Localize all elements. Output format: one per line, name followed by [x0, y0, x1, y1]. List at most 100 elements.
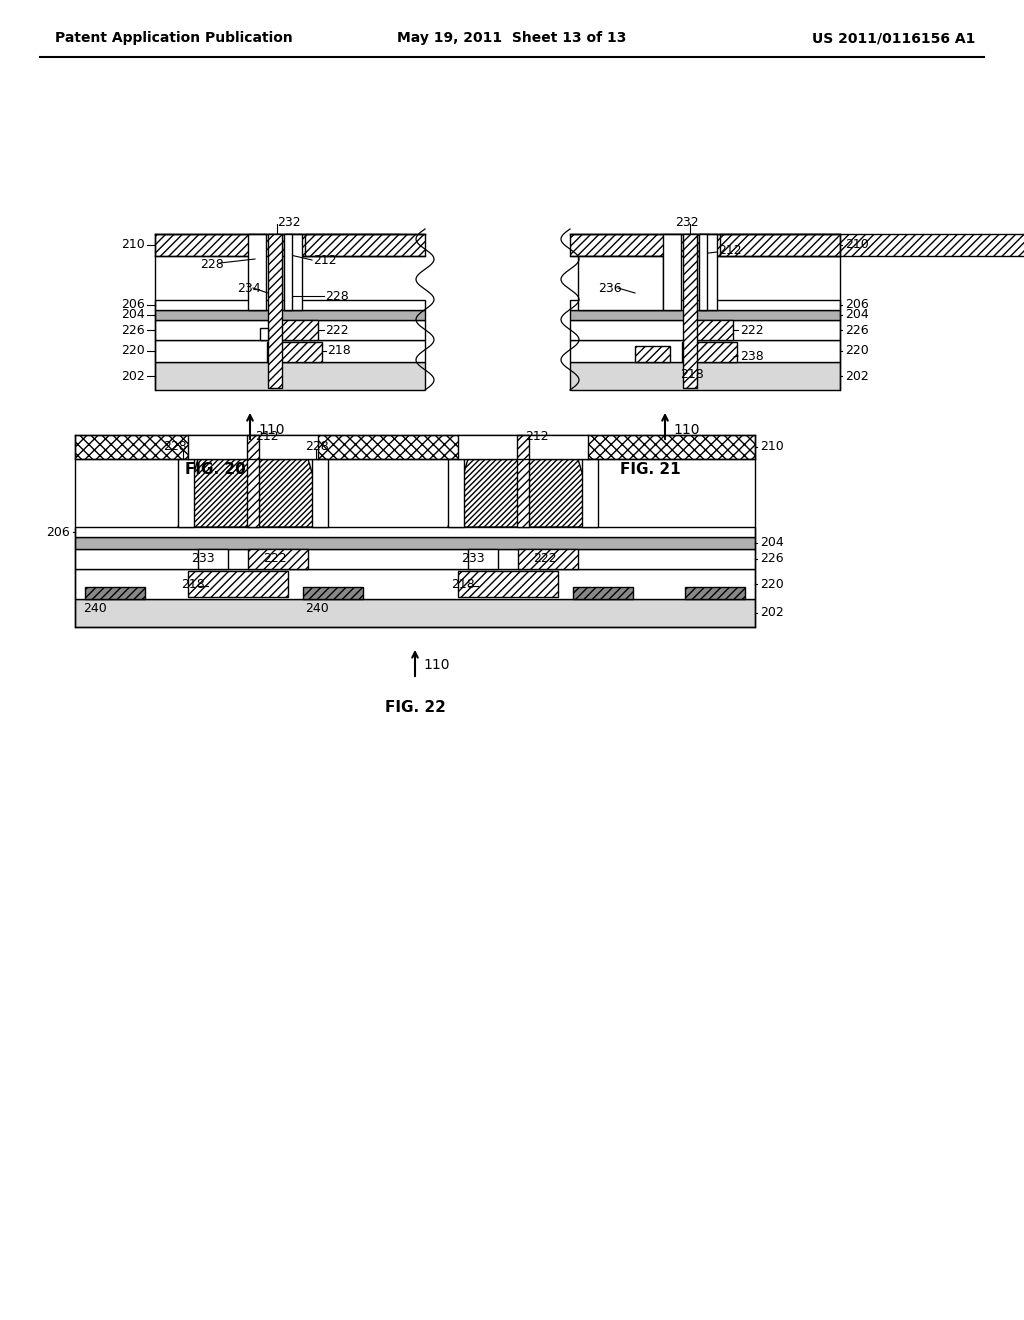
Bar — [699, 234, 707, 310]
Text: 204: 204 — [760, 536, 783, 549]
Bar — [155, 319, 425, 341]
Bar — [312, 459, 328, 527]
Text: 226: 226 — [845, 323, 868, 337]
Text: 240: 240 — [305, 602, 329, 615]
Bar — [85, 587, 145, 599]
Bar — [188, 436, 318, 459]
Bar — [75, 549, 755, 569]
Bar — [685, 587, 745, 599]
Text: 226: 226 — [760, 553, 783, 565]
Text: 212: 212 — [255, 430, 279, 444]
Bar — [578, 256, 663, 310]
Text: 210: 210 — [845, 239, 868, 252]
Bar — [720, 234, 840, 256]
Bar — [683, 234, 697, 388]
Text: 210: 210 — [760, 441, 783, 454]
Bar — [155, 300, 425, 310]
Text: 222: 222 — [325, 323, 348, 337]
Text: 218: 218 — [181, 578, 205, 590]
Text: 204: 204 — [121, 309, 145, 322]
Bar — [517, 436, 529, 527]
Text: 110: 110 — [673, 422, 699, 437]
Text: 220: 220 — [845, 345, 868, 358]
Bar — [573, 587, 633, 599]
Text: US 2011/0116156 A1: US 2011/0116156 A1 — [812, 30, 975, 45]
Bar — [155, 234, 400, 256]
Bar — [570, 319, 840, 341]
Bar — [247, 436, 259, 527]
Text: 204: 204 — [845, 309, 868, 322]
Bar — [75, 599, 755, 627]
Polygon shape — [449, 459, 598, 527]
Text: 202: 202 — [121, 370, 145, 383]
Bar — [155, 341, 425, 362]
Bar — [75, 527, 755, 537]
Bar — [303, 587, 362, 599]
Text: 222: 222 — [263, 553, 287, 565]
Text: 226: 226 — [122, 323, 145, 337]
Text: 233: 233 — [461, 553, 484, 565]
Bar — [570, 300, 840, 310]
Text: 212: 212 — [718, 244, 741, 257]
Bar — [449, 459, 464, 527]
Bar — [284, 234, 292, 310]
Bar — [570, 310, 840, 319]
Bar — [198, 549, 228, 569]
Text: 232: 232 — [675, 215, 698, 228]
Text: 206: 206 — [46, 525, 70, 539]
Text: 234: 234 — [237, 281, 261, 294]
Text: 206: 206 — [121, 298, 145, 312]
Text: 220: 220 — [760, 578, 783, 590]
Text: 222: 222 — [740, 323, 764, 337]
Text: 110: 110 — [423, 657, 450, 672]
Bar — [305, 234, 425, 256]
Bar — [570, 362, 840, 389]
Bar — [682, 342, 737, 362]
Bar — [635, 346, 670, 362]
Bar — [75, 537, 755, 549]
Bar — [518, 549, 578, 569]
Bar — [75, 569, 755, 599]
Text: 228: 228 — [163, 441, 186, 454]
Bar — [75, 436, 755, 459]
Text: 202: 202 — [760, 606, 783, 619]
Text: 110: 110 — [258, 422, 285, 437]
Bar — [699, 234, 717, 310]
Bar — [260, 327, 268, 341]
Bar — [248, 549, 308, 569]
Bar — [582, 459, 598, 527]
Text: 228: 228 — [200, 257, 224, 271]
Bar — [155, 362, 425, 389]
Bar — [188, 572, 288, 597]
Text: FIG. 22: FIG. 22 — [385, 700, 445, 714]
Text: 238: 238 — [740, 350, 764, 363]
Text: 218: 218 — [451, 578, 475, 590]
Text: 220: 220 — [121, 345, 145, 358]
Text: 206: 206 — [845, 298, 868, 312]
Bar — [570, 341, 840, 362]
Bar — [155, 310, 425, 319]
Bar — [248, 234, 266, 310]
Bar — [468, 549, 498, 569]
Text: 228: 228 — [305, 441, 329, 454]
Bar — [570, 234, 1024, 256]
Text: 218: 218 — [680, 367, 703, 380]
Text: 218: 218 — [327, 345, 351, 358]
Text: 240: 240 — [83, 602, 106, 615]
Text: 222: 222 — [534, 553, 557, 565]
Bar — [663, 234, 681, 310]
Bar — [695, 319, 733, 341]
Text: 212: 212 — [525, 430, 549, 444]
Bar — [458, 572, 558, 597]
Bar — [458, 436, 588, 459]
Bar — [280, 319, 318, 341]
Bar — [267, 342, 322, 362]
Text: 202: 202 — [845, 370, 868, 383]
Bar — [178, 459, 194, 527]
Bar — [268, 234, 282, 388]
Text: 236: 236 — [598, 281, 622, 294]
Text: 210: 210 — [121, 239, 145, 252]
Text: Patent Application Publication: Patent Application Publication — [55, 30, 293, 45]
Polygon shape — [178, 459, 328, 527]
Text: 232: 232 — [278, 215, 301, 228]
